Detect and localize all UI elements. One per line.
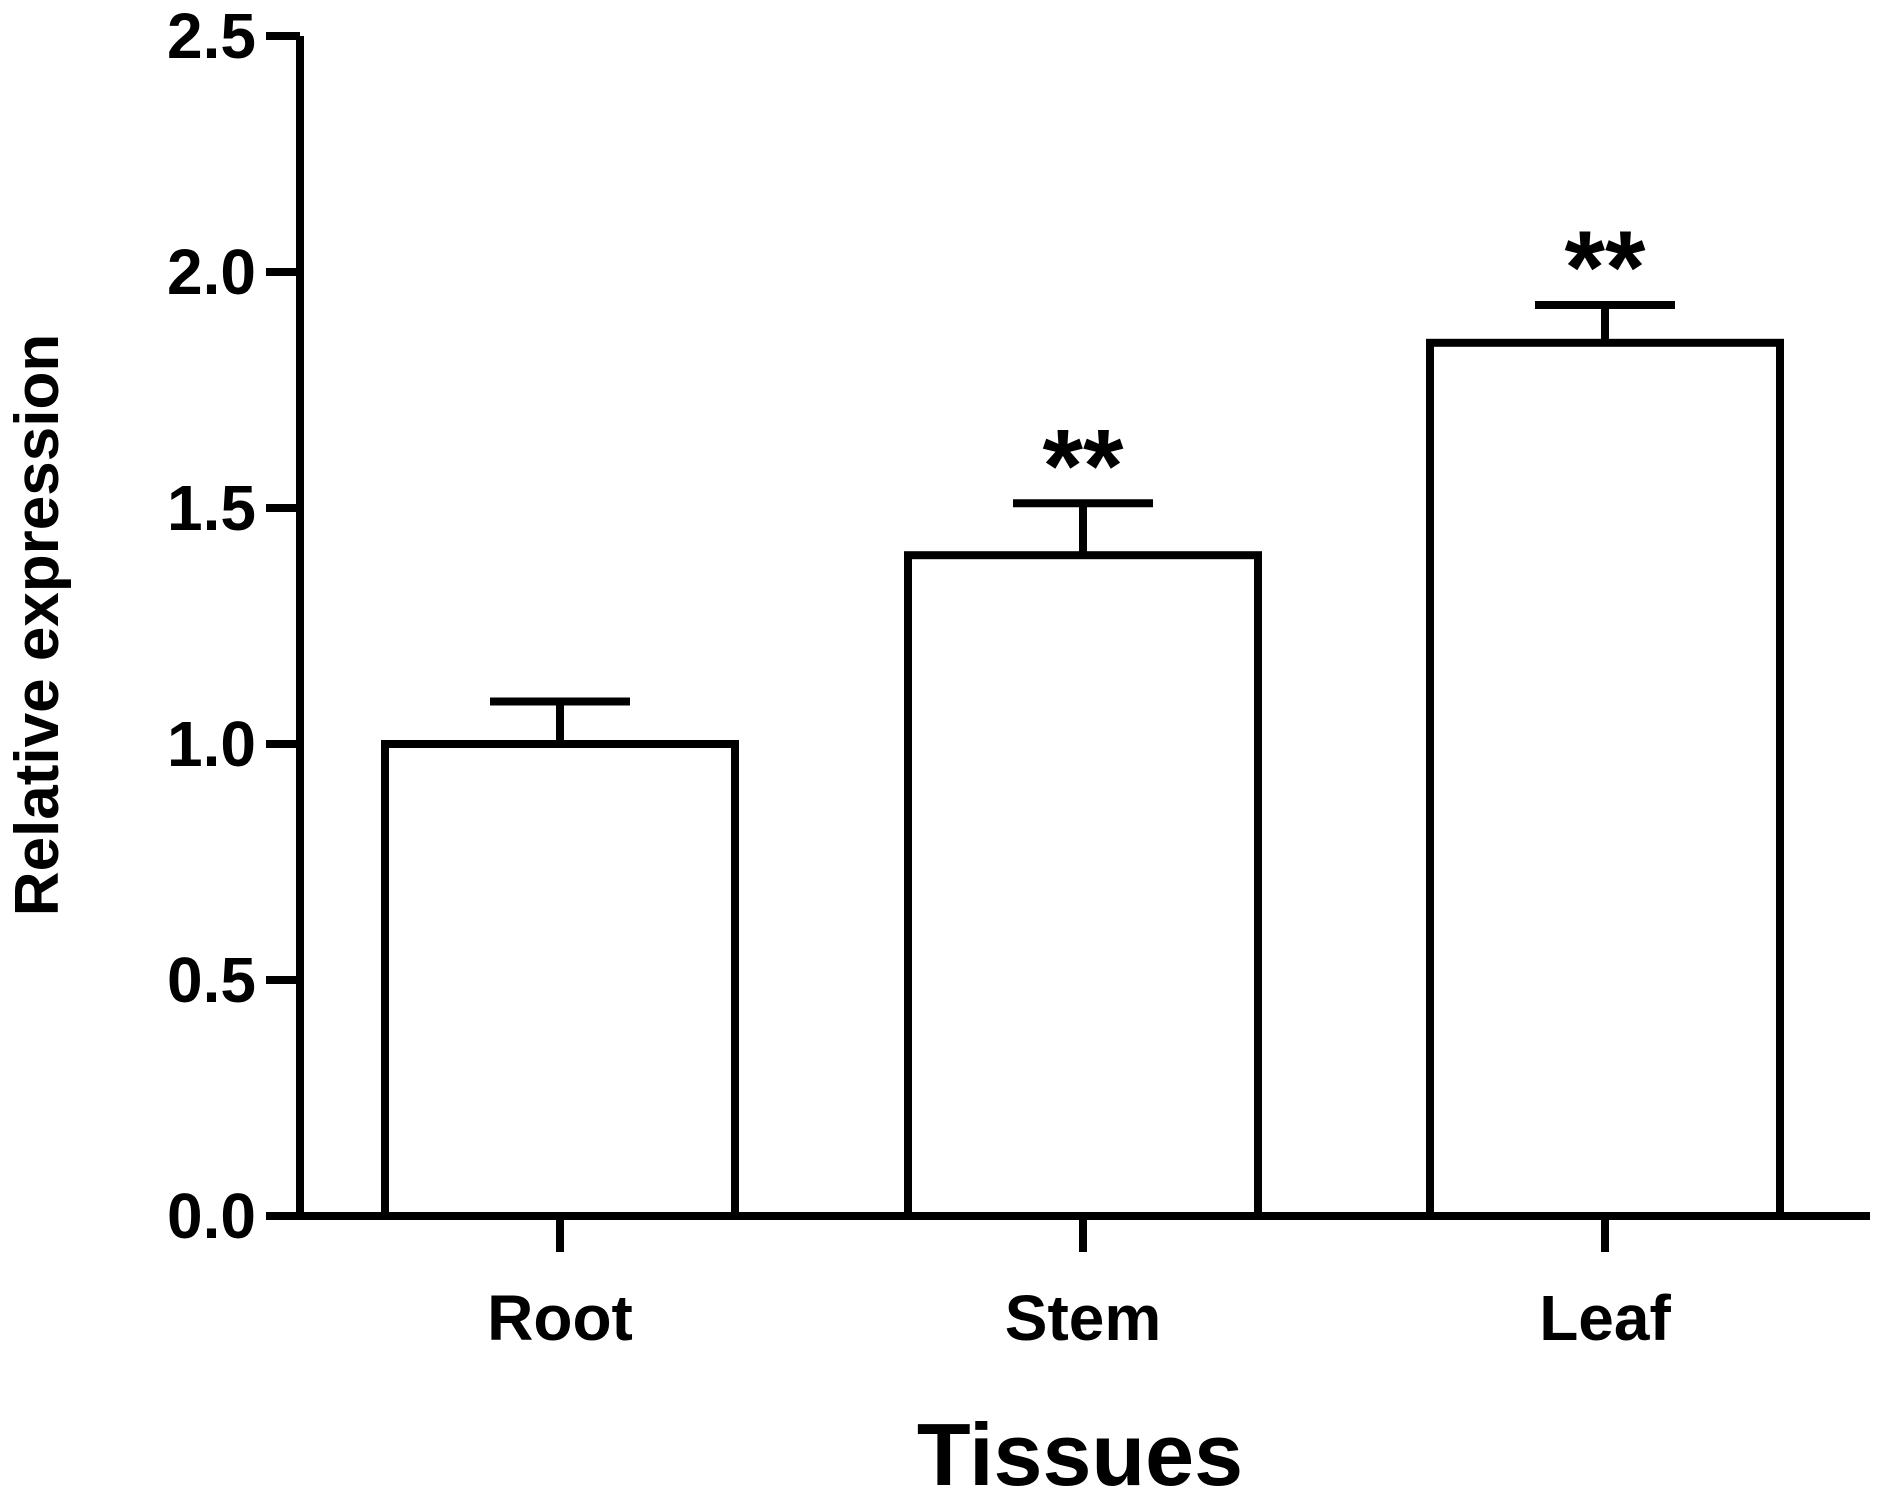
y-axis-title: Relative expression: [3, 334, 72, 916]
significance-layer: ** **: [1043, 210, 1646, 524]
y-tick-label: 1.0: [167, 708, 256, 780]
error-bars-layer: [490, 301, 1675, 744]
y-tick-label: 0.5: [167, 944, 256, 1016]
category-label: Root: [487, 1282, 633, 1354]
x-axis-title: Tissues: [917, 1405, 1243, 1495]
bar-stem: [904, 551, 1262, 1220]
category-label: Stem: [1005, 1282, 1162, 1354]
category-label: Leaf: [1539, 1282, 1671, 1354]
y-tick-label: 2.5: [167, 0, 256, 72]
y-tick-label: 0.0: [167, 1180, 256, 1252]
significance-label: **: [1043, 408, 1124, 524]
x-ticks-layer: Root Stem Leaf: [487, 1216, 1671, 1354]
y-ticks-layer: 0.0 0.5 1.0 1.5 2.0 2.5: [167, 0, 300, 1252]
significance-label: **: [1565, 210, 1646, 326]
bar-leaf: [1426, 338, 1784, 1220]
y-tick-label: 2.0: [167, 236, 256, 308]
y-tick-label: 1.5: [167, 472, 256, 544]
bar-root: [381, 740, 739, 1220]
